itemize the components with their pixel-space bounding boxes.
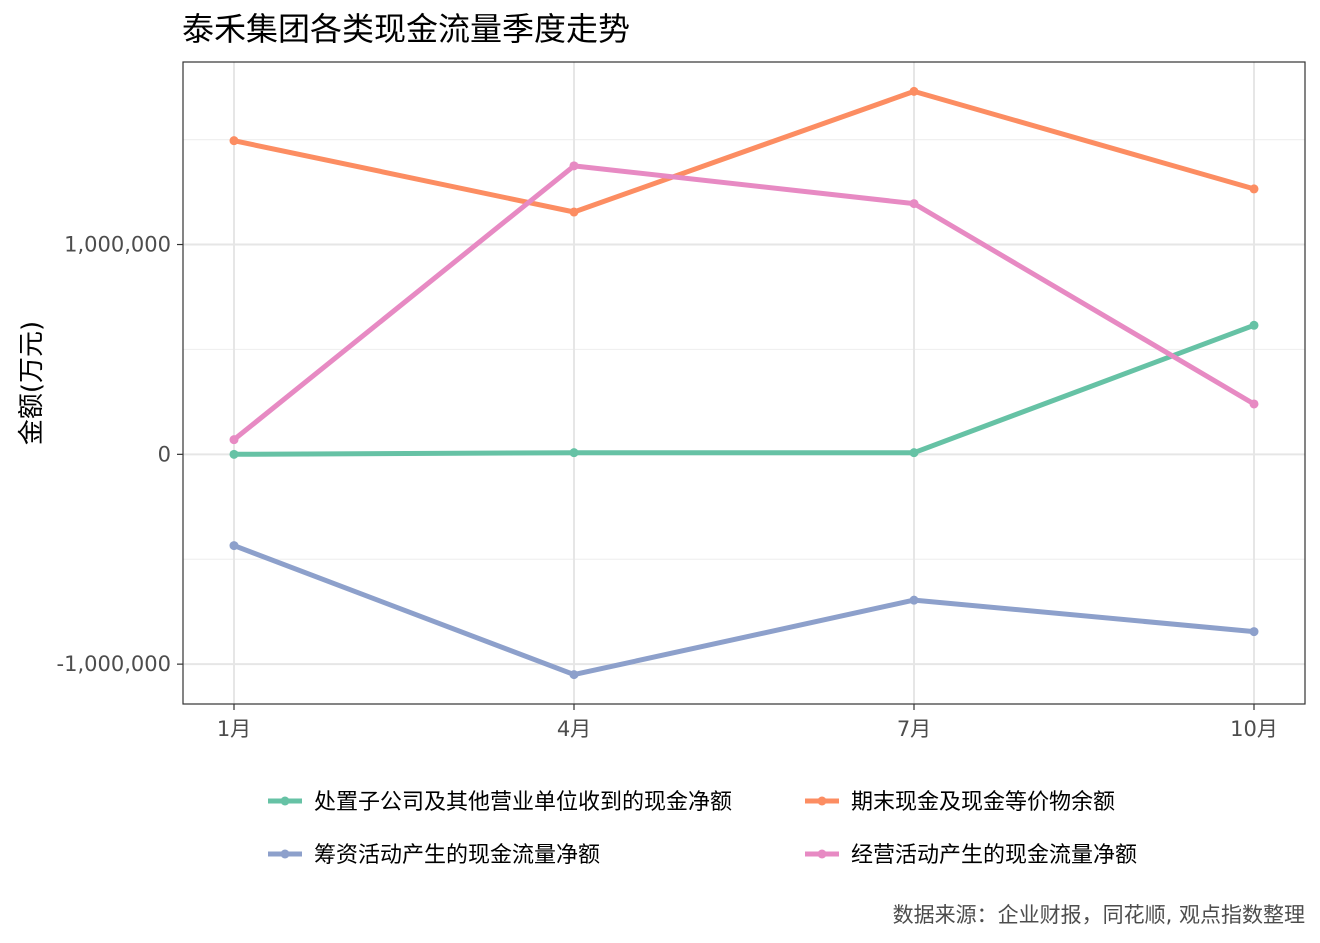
- data-point: [229, 541, 239, 551]
- y-axis-label: 金额(万元): [17, 321, 47, 445]
- x-tick-label: 4月: [557, 717, 591, 741]
- legend-key-point: [817, 849, 827, 859]
- data-point: [909, 86, 919, 96]
- y-tick-label: 1,000,000: [64, 233, 171, 257]
- series-lines: [231, 88, 1257, 678]
- legend-item-4: 经营活动产生的现金流量净额: [805, 843, 1137, 868]
- x-tick-label: 1月: [217, 717, 251, 741]
- data-point: [909, 448, 919, 458]
- data-point: [1249, 399, 1259, 409]
- x-tick-label: 10月: [1230, 717, 1278, 741]
- legend-label: 处置子公司及其他营业单位收到的现金净额: [314, 790, 732, 815]
- data-point: [1249, 320, 1259, 330]
- data-point: [569, 448, 579, 458]
- legend-item-1: 处置子公司及其他营业单位收到的现金净额: [268, 790, 732, 815]
- data-point: [569, 207, 579, 217]
- legend: 处置子公司及其他营业单位收到的现金净额 期末现金及现金等价物余额筹资活动产生的现金…: [268, 790, 1137, 868]
- legend-item-2: 期末现金及现金等价物余额: [805, 790, 1115, 815]
- legend-item-3: 筹资活动产生的现金流量净额: [268, 843, 600, 868]
- legend-key-point: [817, 796, 827, 806]
- data-point: [1249, 627, 1259, 637]
- legend-label: 经营活动产生的现金流量净额: [851, 843, 1137, 868]
- data-point: [569, 670, 579, 680]
- legend-label: 筹资活动产生的现金流量净额: [314, 843, 600, 868]
- x-axis: 1月 4月 7月 10月: [217, 704, 1278, 741]
- legend-key-point: [280, 796, 290, 806]
- chart-title: 泰禾集团各类现金流量季度走势: [182, 10, 630, 48]
- legend-label: 期末现金及现金等价物余额: [851, 790, 1115, 815]
- series-line-3: [231, 543, 1257, 678]
- x-tick-label: 7月: [897, 717, 931, 741]
- legend-key-point: [280, 849, 290, 859]
- data-point: [909, 595, 919, 605]
- plot-border: [182, 61, 1306, 705]
- data-point: [1249, 184, 1259, 194]
- data-point: [229, 435, 239, 445]
- series-line-1: [231, 322, 1257, 457]
- series-points: [229, 86, 1259, 680]
- y-axis: -1,000,000 0 1,000,000: [57, 233, 183, 676]
- data-point: [569, 161, 579, 171]
- series-line-4: [231, 163, 1257, 443]
- data-point: [229, 449, 239, 459]
- data-point: [909, 199, 919, 209]
- y-tick-label: -1,000,000: [57, 652, 171, 676]
- y-tick-label: 0: [158, 442, 171, 466]
- data-point: [229, 136, 239, 146]
- series-line-2: [231, 88, 1257, 215]
- plot-panel: [183, 62, 1305, 704]
- source-caption: 数据来源：企业财报，同花顺, 观点指数整理: [893, 903, 1305, 927]
